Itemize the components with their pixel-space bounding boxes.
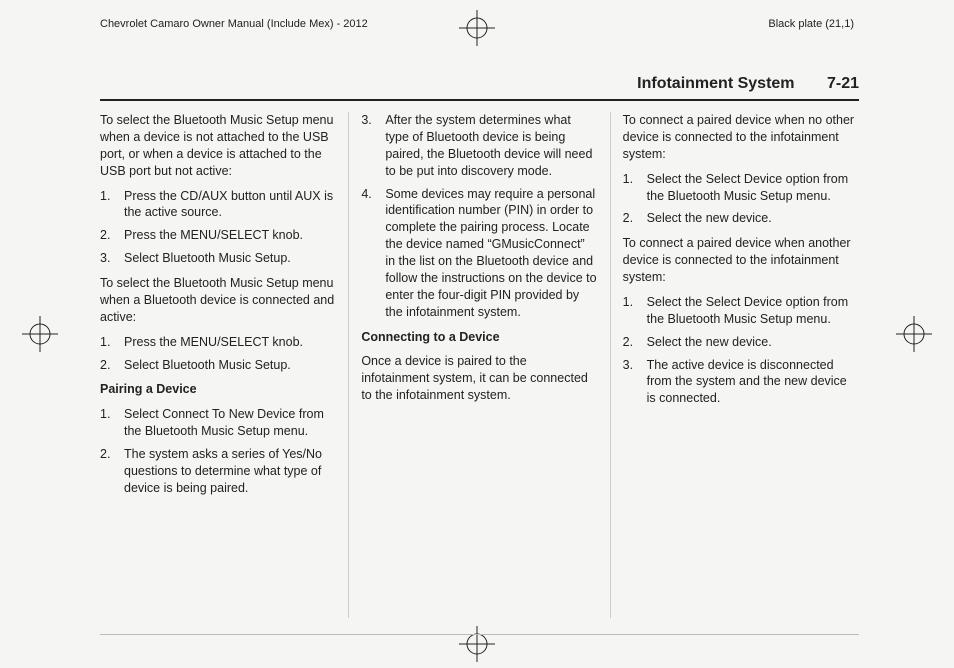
list-item: 1. Press the MENU/SELECT knob.: [100, 334, 336, 351]
list-item: 1. Press the CD/AUX button until AUX is t…: [100, 188, 336, 222]
list-text: Select the new device.: [647, 335, 772, 349]
ordered-list: 1. Select the Select Device option from t…: [623, 171, 859, 228]
ordered-list: 1. Press the MENU/SELECT knob. 2. Select B…: [100, 334, 336, 374]
registration-mark-right: [896, 316, 932, 352]
list-text: Press the CD/AUX button until AUX is the…: [124, 189, 333, 220]
registration-mark-bottom: [459, 626, 495, 662]
ordered-list: 1. Press the CD/AUX button until AUX is t…: [100, 188, 336, 268]
list-text: After the system determines what type of…: [385, 113, 592, 178]
list-marker: 1.: [100, 334, 110, 351]
list-marker: 3.: [100, 250, 110, 267]
page-header: Infotainment System 7-21: [100, 75, 859, 101]
list-marker: 1.: [100, 188, 110, 205]
list-item: 1. Select the Select Device option from t…: [623, 171, 859, 205]
list-text: Press the MENU/SELECT knob.: [124, 335, 303, 349]
paragraph: To select the Bluetooth Music Setup menu…: [100, 112, 336, 180]
list-marker: 1.: [100, 406, 110, 423]
list-item: 1. Select Connect To New Device from the …: [100, 406, 336, 440]
list-text: Select Connect To New Device from the Bl…: [124, 407, 324, 438]
list-text: The system asks a series of Yes/No quest…: [124, 447, 322, 495]
list-text: Select Bluetooth Music Setup.: [124, 358, 291, 372]
ordered-list: 3. After the system determines what type …: [361, 112, 597, 321]
list-text: Select the new device.: [647, 211, 772, 225]
list-marker: 2.: [100, 446, 110, 463]
list-text: Select the Select Device option from the…: [647, 295, 849, 326]
list-item: 2. Press the MENU/SELECT knob.: [100, 227, 336, 244]
list-item: 2. Select Bluetooth Music Setup.: [100, 357, 336, 374]
list-item: 3. The active device is disconnected from…: [623, 357, 859, 408]
list-item: 2. Select the new device.: [623, 210, 859, 227]
ordered-list: 1. Select the Select Device option from t…: [623, 294, 859, 407]
list-text: Select the Select Device option from the…: [647, 172, 849, 203]
list-item: 2. The system asks a series of Yes/No que…: [100, 446, 336, 497]
list-marker: 1.: [623, 294, 633, 311]
body-content: To select the Bluetooth Music Setup menu…: [100, 112, 859, 618]
list-item: 3. After the system determines what type …: [361, 112, 597, 180]
column-3: To connect a paired device when no other…: [611, 112, 859, 618]
list-marker: 2.: [623, 334, 633, 351]
list-item: 4. Some devices may require a personal id…: [361, 186, 597, 321]
paragraph: To connect a paired device when another …: [623, 235, 859, 286]
list-marker: 2.: [100, 357, 110, 374]
list-marker: 2.: [623, 210, 633, 227]
list-text: Press the MENU/SELECT knob.: [124, 228, 303, 242]
list-text: Select Bluetooth Music Setup.: [124, 251, 291, 265]
list-marker: 4.: [361, 186, 371, 203]
print-header-left: Chevrolet Camaro Owner Manual (Include M…: [100, 18, 368, 30]
registration-mark-left: [22, 316, 58, 352]
registration-mark-top: [459, 10, 495, 46]
list-item: 1. Select the Select Device option from t…: [623, 294, 859, 328]
paragraph: To connect a paired device when no other…: [623, 112, 859, 163]
list-marker: 3.: [623, 357, 633, 374]
subheading: Connecting to a Device: [361, 329, 597, 346]
list-text: The active device is disconnected from t…: [647, 358, 847, 406]
list-marker: 3.: [361, 112, 371, 129]
list-marker: 2.: [100, 227, 110, 244]
print-header-right: Black plate (21,1): [768, 18, 854, 30]
column-1: To select the Bluetooth Music Setup menu…: [100, 112, 349, 618]
bottom-rule: [100, 634, 859, 635]
paragraph: Once a device is paired to the infotainm…: [361, 353, 597, 404]
list-item: 3. Select Bluetooth Music Setup.: [100, 250, 336, 267]
column-2: 3. After the system determines what type …: [349, 112, 610, 618]
ordered-list: 1. Select Connect To New Device from the …: [100, 406, 336, 496]
subheading: Pairing a Device: [100, 381, 336, 398]
page-number: 7-21: [827, 75, 859, 92]
list-item: 2. Select the new device.: [623, 334, 859, 351]
list-marker: 1.: [623, 171, 633, 188]
paragraph: To select the Bluetooth Music Setup menu…: [100, 275, 336, 326]
section-title: Infotainment System: [637, 75, 794, 92]
list-text: Some devices may require a personal iden…: [385, 187, 596, 319]
